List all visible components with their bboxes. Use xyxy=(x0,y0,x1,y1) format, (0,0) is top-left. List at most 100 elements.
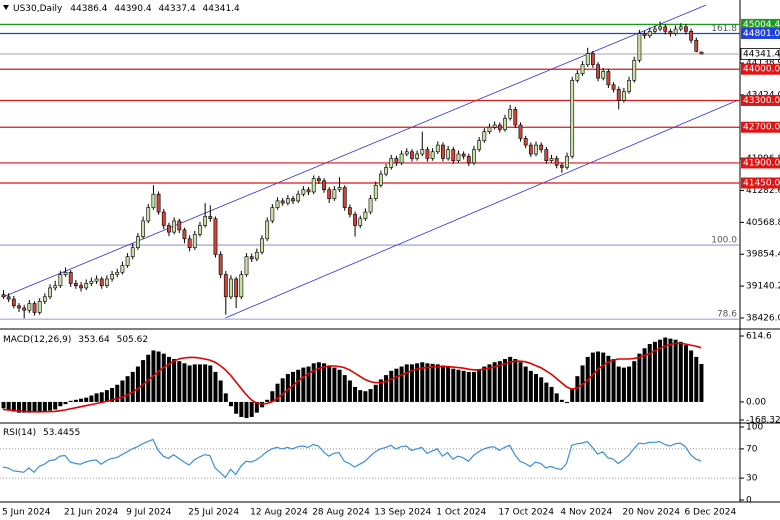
x-tick-label: 20 Nov 2024 xyxy=(622,508,680,518)
macd-bar xyxy=(58,401,63,407)
macd-bar xyxy=(146,354,151,402)
macd-bar xyxy=(647,344,652,402)
candle-body xyxy=(6,296,11,300)
x-tick-label: 6 Dec 2024 xyxy=(684,508,736,518)
candle-body xyxy=(430,151,435,159)
macd-bar xyxy=(575,376,580,402)
level-box xyxy=(741,157,780,169)
macd-bar xyxy=(327,366,332,402)
candle-body xyxy=(689,30,694,41)
macd-bar xyxy=(218,380,223,402)
macd-bar xyxy=(487,364,492,402)
macd-bar xyxy=(637,353,642,402)
candle-body xyxy=(311,178,316,193)
candle-body xyxy=(425,149,430,159)
candle-body xyxy=(534,144,538,155)
candle-body xyxy=(420,149,425,155)
candle-body xyxy=(456,153,461,162)
macd-bar xyxy=(420,362,425,402)
candle-body xyxy=(249,256,254,260)
macd-bar xyxy=(565,401,570,404)
candle-body xyxy=(213,218,218,255)
macd-bar xyxy=(663,337,668,402)
macd-bar xyxy=(244,401,249,419)
macd-bar xyxy=(322,363,327,402)
fib-label: 100.0 xyxy=(711,236,737,246)
x-tick-label: 13 Sep 2024 xyxy=(374,508,431,518)
candle-body xyxy=(177,220,182,231)
candle-body xyxy=(518,124,523,139)
y-tick-label: 70 xyxy=(746,444,758,454)
candle-body xyxy=(198,225,202,235)
candle-body xyxy=(89,280,94,284)
candle-body xyxy=(585,53,590,66)
level-label: 41450.0 xyxy=(743,179,780,189)
candle-body xyxy=(694,39,699,52)
macd-bar xyxy=(11,401,16,412)
macd-bar xyxy=(156,351,161,402)
macd-bar xyxy=(130,371,135,402)
macd-bar xyxy=(632,361,637,402)
candle-body xyxy=(327,189,332,199)
plot-layer: 38426.039140.239854.440568.841282.641996… xyxy=(0,4,780,518)
macd-bar xyxy=(1,401,6,409)
rsi-header: RSI(14) 53.4455 xyxy=(3,428,80,438)
level-label: 44801.0 xyxy=(743,29,780,39)
price-plot xyxy=(0,4,740,320)
candle-body xyxy=(616,88,621,101)
macd-bar xyxy=(332,367,337,402)
macd-bar xyxy=(53,401,58,410)
macd-bar xyxy=(482,366,487,402)
macd-bar xyxy=(497,361,502,402)
macd-bar xyxy=(492,362,497,402)
macd-bar xyxy=(203,364,208,402)
level-label: 41900.0 xyxy=(743,158,780,168)
macd-bar xyxy=(456,369,461,402)
macd-bar xyxy=(435,364,440,402)
macd-bar xyxy=(120,380,125,402)
fib-label: 78.6 xyxy=(717,310,737,320)
macd-bar xyxy=(337,369,342,402)
candle-body xyxy=(11,298,16,307)
candle-body xyxy=(260,238,264,253)
level-box xyxy=(741,63,780,75)
macd-bar xyxy=(48,401,53,411)
candle-body xyxy=(658,26,662,30)
macd-bar xyxy=(544,382,549,402)
candle-body xyxy=(53,285,58,289)
candle-body xyxy=(554,158,559,166)
candle-body xyxy=(497,124,502,130)
level-box xyxy=(741,27,780,39)
menu-icon xyxy=(3,5,9,10)
macd-bar xyxy=(689,350,694,402)
candle-body xyxy=(580,64,585,74)
y-tick-label: 40568.8 xyxy=(746,218,780,228)
macd-bar xyxy=(6,401,11,411)
macd-bar xyxy=(347,380,352,402)
channel-line xyxy=(225,100,738,319)
macd-bar xyxy=(399,366,404,402)
macd-bar xyxy=(446,366,451,402)
macd-bar xyxy=(197,364,202,402)
candle-body xyxy=(487,126,492,132)
candle-body xyxy=(492,124,497,128)
macd-bar xyxy=(296,369,301,402)
candle-body xyxy=(291,198,295,202)
macd-bar xyxy=(17,401,22,413)
candle-body xyxy=(389,158,394,168)
y-tick-label: 100 xyxy=(746,423,763,433)
y-tick-label: 38426.0 xyxy=(746,313,780,323)
candle-body xyxy=(451,149,456,162)
candle-body xyxy=(48,287,52,298)
macd-bar xyxy=(270,391,275,402)
open-value: 44386.4 xyxy=(70,4,107,14)
candle-body xyxy=(461,153,466,157)
macd-bar xyxy=(513,359,518,402)
candle-body xyxy=(322,180,326,191)
y-tick-label: 614.6 xyxy=(746,332,772,342)
candle-body xyxy=(229,278,233,298)
candle-body xyxy=(280,200,285,204)
macd-bar xyxy=(415,363,420,402)
